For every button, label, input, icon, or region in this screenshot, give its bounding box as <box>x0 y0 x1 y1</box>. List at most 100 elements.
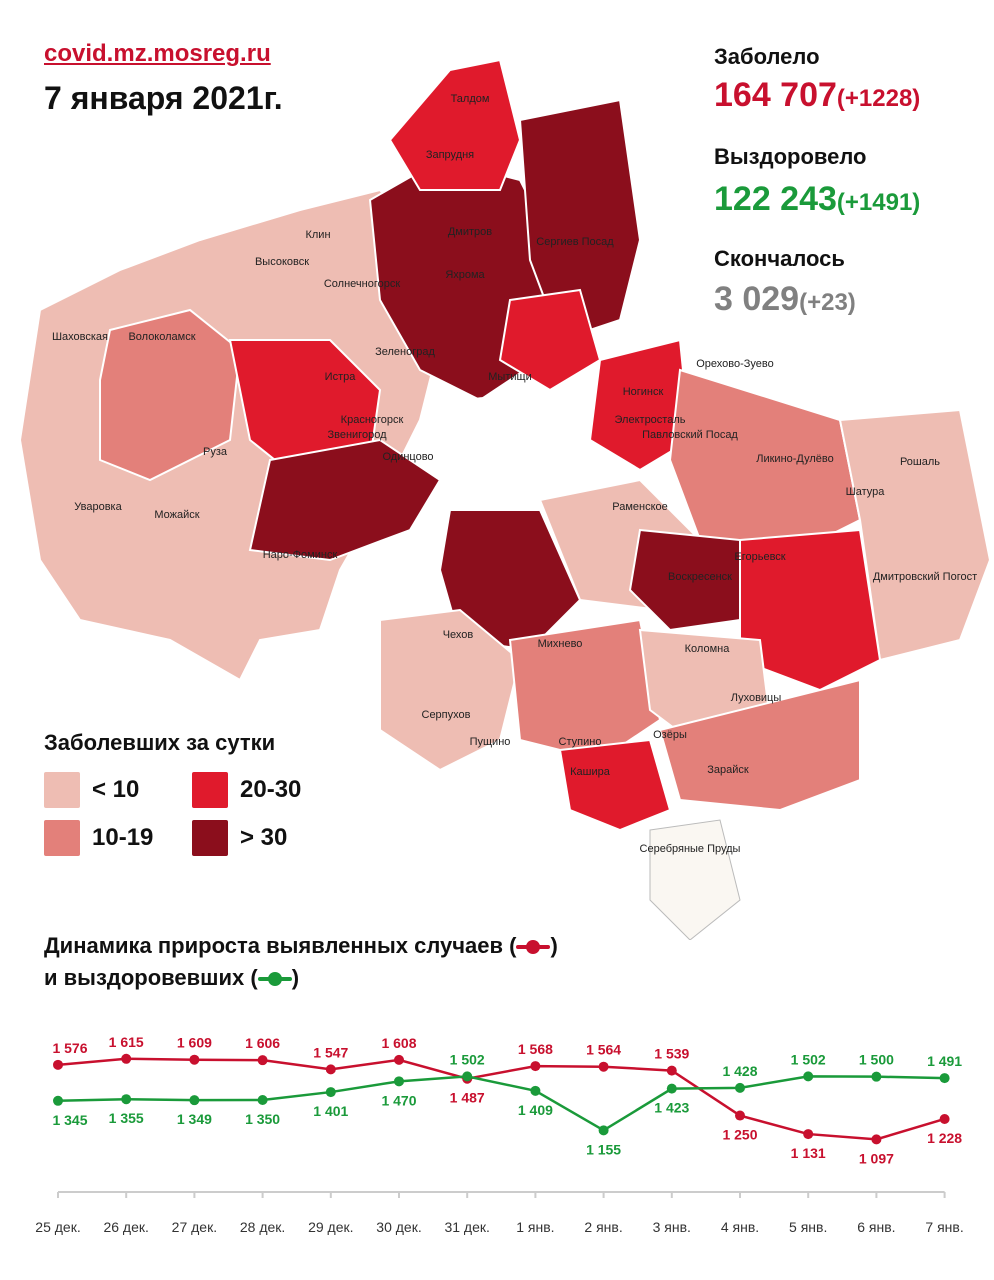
map-zaraysk <box>658 678 861 812</box>
map-label: Чехов <box>443 629 474 641</box>
map-label: Зарайск <box>707 764 749 776</box>
map-label: Озёры <box>653 729 687 741</box>
x-tick-label: 7 янв. <box>925 1219 963 1235</box>
dynamics-title-close2: ) <box>291 965 300 990</box>
map-pushkino <box>498 288 602 392</box>
recovered-point <box>939 1073 950 1084</box>
map-label: Раменское <box>612 501 668 513</box>
map-label: Ступино <box>559 736 602 748</box>
x-tick-label: 2 янв. <box>584 1219 622 1235</box>
map-label: Дмитров <box>448 226 492 238</box>
legend-swatch-20-30 <box>192 772 228 808</box>
recovered-data-label: 1 355 <box>109 1110 144 1126</box>
map-label: Михнево <box>538 638 583 650</box>
recovered-data-label: 1 502 <box>791 1051 826 1067</box>
died-value: 3 029 <box>714 280 800 318</box>
cases-point <box>394 1054 404 1065</box>
map-label: Рошаль <box>900 456 940 468</box>
dynamics-title-line1: Динамика прироста выявленных случаев () <box>44 930 558 962</box>
recovered-stat: 122 243(+1491) <box>714 180 920 219</box>
recovered-series-line <box>57 1075 945 1132</box>
recovered-data-label: 1 423 <box>654 1100 689 1116</box>
cases-point <box>530 1061 541 1072</box>
cases-data-label: 1 576 <box>52 1040 87 1056</box>
map-label: Запрудня <box>426 149 474 161</box>
cases-data-label: 1 250 <box>722 1127 757 1143</box>
cases-point <box>871 1134 882 1145</box>
site-link[interactable]: covid.mz.mosreg.ru <box>44 40 271 67</box>
map-label: Талдом <box>451 93 490 105</box>
recovered-point <box>189 1095 200 1106</box>
legend-swatch-gt30 <box>192 820 228 856</box>
recovered-point <box>803 1071 814 1082</box>
recovered-data-label: 1 401 <box>313 1103 348 1119</box>
map-voskresensk <box>628 528 741 632</box>
map-label: Серпухов <box>422 709 471 721</box>
recovered-point <box>871 1071 882 1082</box>
report-date: 7 января 2021г. <box>44 80 283 116</box>
recovered-point <box>530 1085 541 1096</box>
map-label: Пущино <box>470 736 511 748</box>
map-label: Волоколамск <box>128 331 195 343</box>
cases-point <box>325 1064 336 1075</box>
cases-point <box>803 1129 814 1140</box>
map-label: Ликино-Дулёво <box>756 453 834 465</box>
legend-swatch-lt10 <box>44 772 80 808</box>
map-label: Наро-Фоминск <box>263 549 338 561</box>
cases-point <box>735 1110 745 1121</box>
map-serebryanye-prudy <box>649 819 741 940</box>
moscow-city-area <box>437 397 533 493</box>
map-label: Яхрома <box>445 269 485 281</box>
map-label: Шаховская <box>52 331 108 343</box>
map-label: Истра <box>325 371 357 383</box>
died-stat: 3 029(+23) <box>714 280 856 319</box>
cases-line-icon <box>516 940 551 955</box>
x-tick-label: 28 дек. <box>240 1219 285 1235</box>
map-label: Мытищи <box>488 371 531 383</box>
map-label: Коломна <box>685 643 731 655</box>
dynamics-title-line2: и выздоровевших () <box>44 962 558 994</box>
recovered-point <box>325 1087 336 1098</box>
cases-data-label: 1 568 <box>518 1041 553 1057</box>
recovered-point <box>394 1076 404 1087</box>
map-label: Кашира <box>570 766 611 778</box>
recovered-label: Выздоровело <box>714 144 867 169</box>
recovered-data-label: 1 350 <box>245 1111 280 1127</box>
map-label: Красногорск <box>341 414 404 426</box>
map-label: Уваровка <box>74 501 122 513</box>
recovered-data-label: 1 409 <box>518 1102 553 1118</box>
map-label: Звенигород <box>327 429 387 441</box>
map-label: Сергиев Посад <box>536 236 614 248</box>
map-stupino <box>508 618 662 762</box>
sick-stat: 164 707(+1228) <box>714 76 920 115</box>
map-south-west <box>379 608 522 772</box>
legend-label-10-19: 10-19 <box>92 824 154 851</box>
cases-data-label: 1 097 <box>859 1150 894 1166</box>
map-label: Воскресенск <box>668 571 732 583</box>
map-label: Можайск <box>154 509 199 521</box>
legend-label-lt10: < 10 <box>92 776 140 803</box>
map-taldom <box>388 58 522 191</box>
map-label: Луховицы <box>731 692 782 704</box>
x-tick-label: 1 янв. <box>516 1219 554 1235</box>
map-label: Солнечногорск <box>324 278 400 290</box>
died-delta: (+23) <box>799 289 856 316</box>
died-label: Скончалось <box>714 246 845 271</box>
recovered-data-label: 1 470 <box>381 1092 416 1108</box>
map-kashira <box>558 738 672 832</box>
sick-value: 164 707 <box>714 76 837 114</box>
x-tick-label: 29 дек. <box>308 1219 353 1235</box>
recovered-line-icon <box>257 972 292 987</box>
recovered-point <box>598 1125 609 1136</box>
map-label: Орехово-Зуево <box>696 358 774 370</box>
map-label: Зеленоград <box>375 346 435 358</box>
cases-point <box>598 1061 609 1072</box>
region-map: Талдом Запрудня Дмитров Сергиев Посад Яхрома… <box>18 58 992 940</box>
x-tick-label: 4 янв. <box>721 1219 759 1235</box>
map-label: Руза <box>203 446 228 458</box>
dynamics-title-close1: ) <box>550 933 558 958</box>
x-tick-label: 3 янв. <box>653 1219 691 1235</box>
recovered-data-label: 1 349 <box>177 1111 212 1127</box>
map-labels: Талдом Запрудня Дмитров Сергиев Посад Яхрома… <box>52 93 977 855</box>
dynamics-line-chart: 25 дек. 26 дек. 27 дек. 28 дек. 29 дек. 30 де… <box>35 1034 963 1235</box>
